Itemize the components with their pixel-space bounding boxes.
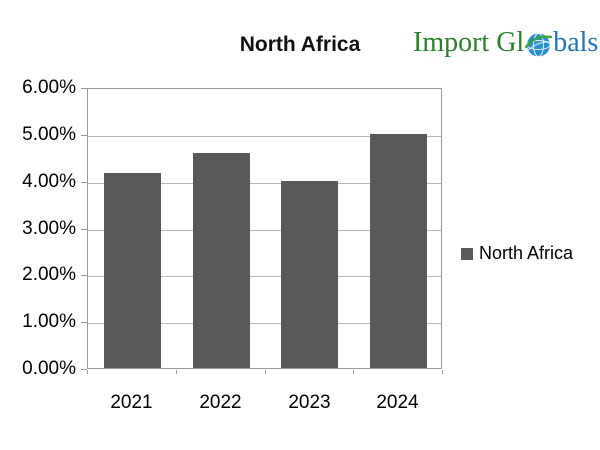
gridline [88, 323, 441, 325]
legend-label: North Africa [479, 243, 574, 263]
gridline [88, 276, 441, 278]
globe-icon [524, 29, 553, 58]
x-axis-label: 2023 [288, 392, 331, 413]
legend: North Africa [461, 243, 573, 264]
y-axis-tick [81, 88, 87, 89]
gridline [88, 135, 441, 137]
bar-2022 [193, 153, 250, 368]
chart-title: North Africa [239, 33, 361, 56]
y-axis-label: 4.00% [22, 171, 76, 192]
bar-2024 [370, 134, 427, 368]
bar-2021 [104, 173, 161, 368]
y-axis-tick [81, 322, 87, 323]
legend-swatch [461, 247, 473, 260]
y-axis-label: 5.00% [22, 124, 76, 145]
import-globals-logo: Import Gl bals [413, 26, 598, 60]
y-axis-tick [81, 182, 87, 183]
y-axis-label: 3.00% [22, 218, 76, 239]
x-axis-tick [265, 370, 266, 374]
x-axis-label: 2021 [110, 392, 153, 413]
y-axis-label: 2.00% [22, 264, 76, 285]
gridline [88, 182, 441, 184]
y-axis-tick [81, 229, 87, 230]
y-axis-label: 1.00% [22, 311, 76, 332]
bar-2023 [281, 181, 338, 368]
y-axis-label: 0.00% [22, 358, 76, 379]
y-axis-tick [81, 369, 87, 370]
y-axis-tick [81, 135, 87, 136]
x-axis-label: 2022 [199, 392, 242, 413]
y-axis-tick [81, 275, 87, 276]
gridline [88, 229, 441, 231]
x-axis-label: 2024 [376, 392, 419, 413]
logo-text-import: Import Gl [413, 27, 525, 58]
x-axis-tick [87, 370, 88, 374]
logo-text-bals: bals [553, 27, 599, 58]
x-axis-tick [176, 370, 177, 374]
plot-area [87, 88, 442, 369]
x-axis-tick [353, 370, 354, 374]
y-axis-label: 6.00% [22, 77, 76, 98]
x-axis-tick [442, 370, 443, 374]
